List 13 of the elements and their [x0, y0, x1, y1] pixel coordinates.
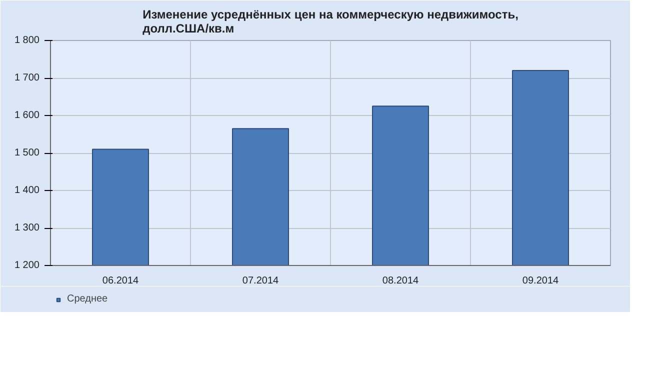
y-tick-label: 1 400: [14, 185, 40, 196]
x-tick-label: 08.2014: [382, 276, 420, 286]
y-tick-label: 1 600: [14, 110, 40, 121]
y-tick-label: 1 300: [14, 222, 40, 234]
y-tick-label: 1 800: [14, 35, 40, 46]
chart-title: Изменение усреднённых цен на коммерческую недвижимость, долл.США/кв.м: [142, 8, 518, 36]
x-tick-label: 07.2014: [242, 276, 280, 286]
y-tick-label: 1 500: [14, 148, 40, 158]
x-tick-label: 06.2014: [102, 276, 140, 286]
legend-label: Среднее: [67, 294, 108, 304]
y-tick-label: 1 200: [14, 260, 40, 271]
y-tick-label: 1 700: [14, 72, 40, 84]
x-tick-label: 09.2014: [522, 276, 560, 286]
